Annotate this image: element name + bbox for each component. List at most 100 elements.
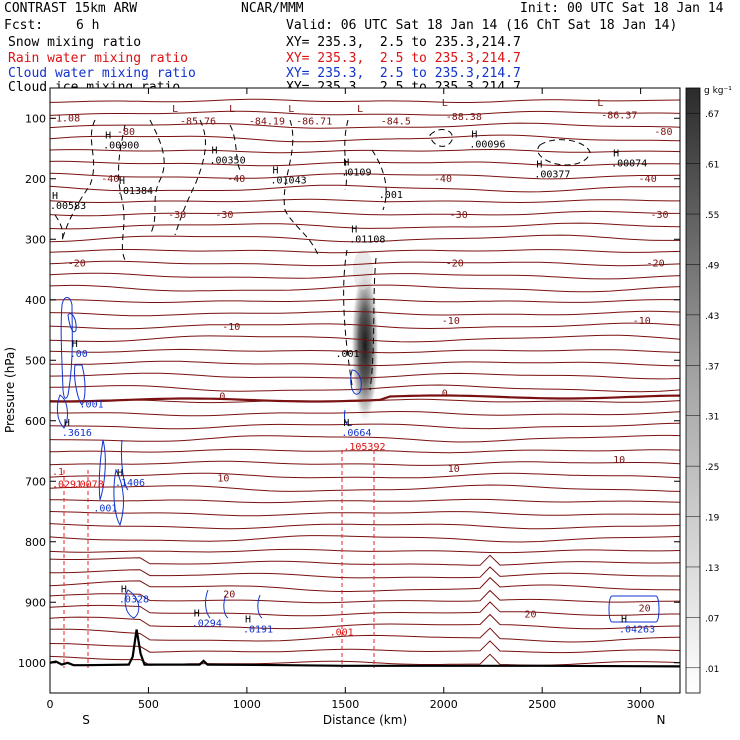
y-tick-label: 300 <box>25 233 46 246</box>
isotherm <box>50 460 680 466</box>
isotherm <box>50 484 680 492</box>
rain-max-label: .0078 <box>74 479 104 490</box>
isotherm-label: -10 <box>633 316 651 327</box>
x-axis-label: Distance (km) <box>323 713 407 727</box>
isotherm <box>50 422 680 430</box>
max-marker: H <box>343 418 349 429</box>
isotherm-label: -10 <box>222 322 240 333</box>
colorbar-label: .49 <box>705 261 720 271</box>
colorbar: .01 .07 .13 .19 .25 .31 .37 .43 .49 .55 .61 .67 g k… <box>685 86 732 694</box>
max-marker: H <box>613 149 619 160</box>
colorbar-label: .31 <box>705 413 719 423</box>
snow-max-label: .001 <box>335 349 359 360</box>
max-marker: H <box>121 584 127 595</box>
extrema-label: -88.38 <box>446 112 482 123</box>
cloud-water-max-label: .0664 <box>341 428 371 439</box>
x-tick-label: 1000 <box>233 698 261 711</box>
snow-max-label: .0109 <box>341 168 371 179</box>
y-tick-label: 600 <box>25 415 46 428</box>
isotherm-label: -80 <box>117 127 135 138</box>
y-tick-label: 100 <box>25 112 46 125</box>
isotherm <box>50 523 680 530</box>
colorbar-label: .55 <box>705 211 719 221</box>
x-tick-label: 500 <box>138 698 159 711</box>
isotherm <box>50 535 680 543</box>
x-tick-label: 2500 <box>528 698 556 711</box>
cloud-water-max-label: .0191 <box>243 625 273 636</box>
y-tick-label: 400 <box>25 294 46 307</box>
isotherm <box>50 498 680 504</box>
isotherm <box>50 160 680 167</box>
extrema-label: L <box>229 104 235 115</box>
field-snow-xy: XY= 235.3, 2.5 to 235.3,214.7 <box>286 35 521 50</box>
isotherm-label: 10 <box>448 464 460 475</box>
max-marker: H <box>52 191 58 202</box>
max-marker: H <box>343 158 349 169</box>
isotherm-label: 10 <box>613 455 625 466</box>
isotherm <box>50 640 680 654</box>
isotherm <box>50 548 680 554</box>
snow-max-label: .00096 <box>469 139 505 150</box>
x-tick-label: 2000 <box>430 698 458 711</box>
max-marker: H <box>105 131 111 142</box>
max-marker: H <box>64 418 70 429</box>
snow-max-label: .001 <box>379 190 403 201</box>
y-tick-label: 700 <box>25 475 46 488</box>
isotherm-label: 10 <box>217 473 229 484</box>
x-axis: 0 500 1000 1500 2000 2500 3000 <box>47 88 655 711</box>
rain-max-label: .001 <box>330 628 354 639</box>
isotherm <box>50 210 680 217</box>
isotherm-label: -40 <box>434 174 452 185</box>
cloud-water-contours <box>56 297 660 623</box>
isotherm <box>50 310 680 317</box>
colorbar-label: .25 <box>705 463 719 473</box>
model-title: CONTRAST 15km ARW <box>4 1 138 16</box>
forecast-label: Fcst: <box>4 18 44 33</box>
cloud-water-max-label: .0294 <box>192 618 222 629</box>
isotherm <box>50 348 680 354</box>
isotherm <box>50 434 680 443</box>
field-cloudwater-xy: XY= 235.3, 2.5 to 235.3,214.7 <box>286 66 521 81</box>
max-marker: H <box>471 129 477 140</box>
y-tick-label: 1000 <box>18 657 46 670</box>
max-marker: H <box>117 468 123 479</box>
field-snow-name: Snow mixing ratio <box>8 35 142 50</box>
colorbar-label: .37 <box>705 362 719 372</box>
isotherm <box>50 134 680 143</box>
y-tick-label: 900 <box>25 596 46 609</box>
isotherm <box>50 234 680 243</box>
max-marker: H <box>536 160 542 171</box>
x-tick-label: 1500 <box>331 698 359 711</box>
y-tick-label: 800 <box>25 536 46 549</box>
colorbar-label: .07 <box>705 614 719 624</box>
colorbar-label: .13 <box>705 564 719 574</box>
init-time: Init: 00 UTC Sat 18 Jan 14 <box>520 1 724 16</box>
colorbar-label: .19 <box>705 514 720 524</box>
extrema-label: L <box>597 98 603 109</box>
x-tick-label: 0 <box>47 698 54 711</box>
extrema-label: -86.71 <box>296 116 332 127</box>
extrema-label: L <box>288 104 294 115</box>
y-tick-label: 500 <box>25 354 46 367</box>
x-axis-right-end: N <box>657 713 666 727</box>
field-rain-xy: XY= 235.3, 2.5 to 235.3,214.7 <box>286 51 521 66</box>
rain-max-label: .0291 <box>52 479 82 490</box>
isotherm-label: 20 <box>639 603 651 614</box>
cloud-water-max-label: .3616 <box>62 428 92 439</box>
isotherm-label: -30 <box>168 210 186 221</box>
colorbar-label: .67 <box>705 110 719 120</box>
max-marker: H <box>351 224 357 235</box>
extrema-label: -86.37 <box>601 110 637 121</box>
extrema-label: -84.19 <box>249 116 285 127</box>
isotherm-label: -40 <box>639 174 657 185</box>
isotherm <box>50 260 680 267</box>
x-axis-left-end: S <box>82 713 90 727</box>
max-marker: H <box>211 146 217 157</box>
x-tick-label: 3000 <box>627 698 655 711</box>
field-cloudwater-name: Cloud water mixing ratio <box>8 66 196 81</box>
isotherm <box>50 184 680 193</box>
max-marker: H <box>621 615 627 626</box>
isotherm <box>50 249 680 254</box>
isotherm <box>50 384 680 393</box>
